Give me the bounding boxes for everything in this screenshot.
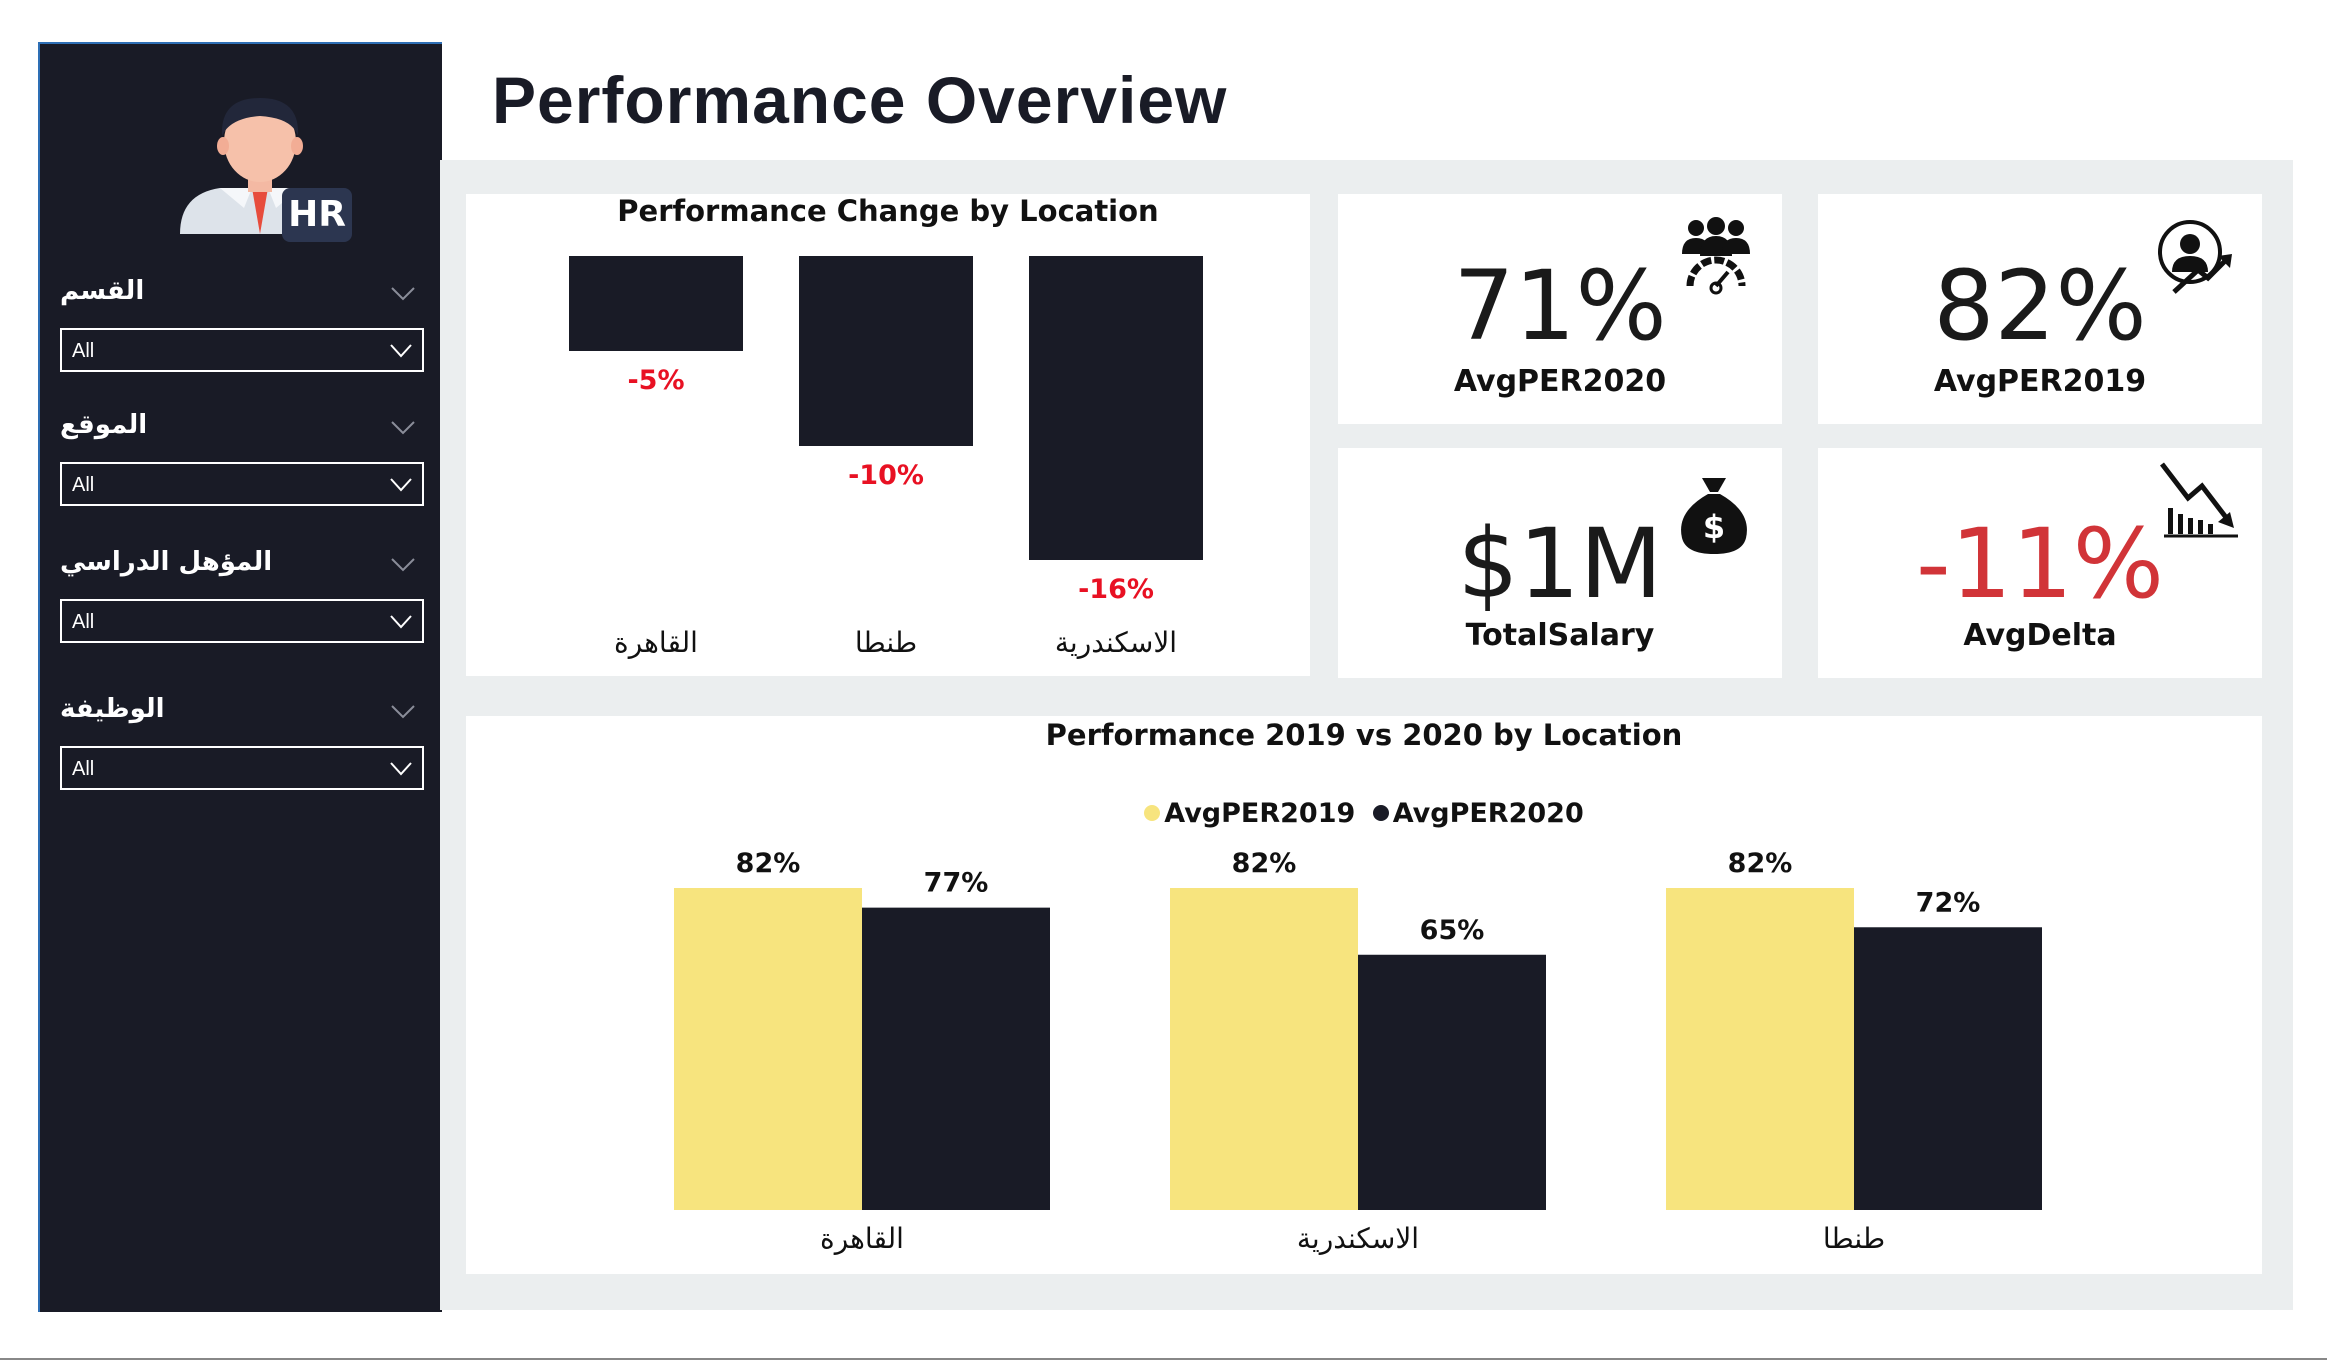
data-label: 65%	[1420, 915, 1485, 946]
person-growth-icon	[2158, 220, 2232, 294]
legend-item-2020[interactable]: AvgPER2020	[1372, 798, 1584, 829]
chevron-down-icon	[390, 478, 412, 492]
kpi-salary-value: $1M	[1457, 508, 1663, 620]
series-bar[interactable]	[674, 888, 862, 1210]
collapse-chevron-icon[interactable]	[390, 420, 416, 436]
kpi-avg2019-value: 82%	[1933, 250, 2147, 362]
category-label: القاهرة	[820, 1222, 904, 1255]
filter-department-value: All	[72, 340, 95, 362]
data-label: 82%	[736, 848, 801, 879]
filter-sidebar: HR القسم All الموقع All المؤهل الدراسي A…	[38, 42, 442, 1312]
category-label: الاسكندرية	[1297, 1222, 1419, 1255]
data-label: -16%	[1078, 574, 1154, 605]
filter-education: المؤهل الدراسي All	[60, 547, 432, 643]
yoy-by-location-chart: 82% 77% القاهرة 82% 65% الاسكندرية 82% 72% طنطا	[674, 848, 2042, 1255]
collapse-chevron-icon[interactable]	[390, 286, 416, 302]
chart-title: Performance 2019 vs 2020 by Location	[1045, 718, 1683, 752]
filter-department-dropdown[interactable]: All	[60, 328, 424, 372]
category-label: طنطا	[1823, 1222, 1885, 1255]
kpi-salary-card[interactable]: $1M TotalSalary $	[1338, 448, 1782, 678]
filter-location-value: All	[72, 474, 95, 496]
hr-avatar-icon: HR	[180, 98, 352, 242]
filter-location: الموقع All	[60, 410, 432, 506]
chart-title: Performance Change by Location	[617, 194, 1159, 228]
series-bar[interactable]	[862, 907, 1050, 1210]
kpi-salary-label: TotalSalary	[1465, 618, 1655, 653]
kpi-avg2019-card[interactable]: 82% AvgPER2019	[1818, 194, 2262, 424]
legend-label: AvgPER2019	[1164, 798, 1356, 829]
series-bar[interactable]	[1854, 927, 2042, 1210]
category-label: الاسكندرية	[1055, 626, 1177, 659]
data-label: 72%	[1916, 887, 1981, 918]
filter-department-label: القسم	[60, 276, 145, 306]
filter-job: الوظيفة All	[60, 694, 432, 790]
kpi-avg2020-label: AvgPER2020	[1453, 364, 1667, 399]
filter-location-dropdown[interactable]: All	[60, 462, 424, 506]
hr-badge-text: HR	[288, 194, 346, 235]
change-bar[interactable]	[569, 256, 743, 351]
kpi-delta-value: -11%	[1915, 508, 2164, 620]
kpi-delta-label: AvgDelta	[1963, 618, 2117, 653]
legend-item-2019[interactable]: AvgPER2019	[1144, 798, 1355, 829]
legend-label: AvgPER2020	[1392, 798, 1584, 829]
yoy-by-location-card[interactable]: Performance 2019 vs 2020 by Location Avg…	[466, 716, 2262, 1274]
legend-dot-icon	[1372, 804, 1389, 821]
team-gauge-icon	[1682, 217, 1750, 295]
filter-department: القسم All	[60, 276, 432, 372]
filter-education-label: المؤهل الدراسي	[60, 547, 273, 577]
data-label: 82%	[1728, 848, 1793, 879]
filter-job-value: All	[72, 758, 95, 780]
chart-down-icon	[2160, 462, 2238, 538]
filter-job-dropdown[interactable]: All	[60, 746, 424, 790]
kpi-avg2020-value: 71%	[1453, 250, 1667, 362]
chart-legend: AvgPER2019 AvgPER2020	[466, 798, 2262, 829]
filter-education-dropdown[interactable]: All	[60, 599, 424, 643]
change-bar[interactable]	[799, 256, 973, 446]
change-bar[interactable]	[1029, 256, 1203, 560]
kpi-avg2020-card[interactable]: 71% AvgPER2020	[1338, 194, 1782, 424]
collapse-chevron-icon[interactable]	[390, 704, 416, 720]
svg-text:$: $	[1703, 508, 1725, 546]
filter-education-value: All	[72, 611, 95, 633]
collapse-chevron-icon[interactable]	[390, 557, 416, 573]
chevron-down-icon	[390, 762, 412, 776]
change-by-location-chart: -5% القاهرة -10% طنطا -16% الاسكندرية	[569, 256, 1203, 659]
series-bar[interactable]	[1666, 888, 1854, 1210]
series-bar[interactable]	[1358, 954, 1546, 1210]
change-by-location-card[interactable]: Performance Change by Location -5% القاهر…	[466, 194, 1310, 676]
data-label: -10%	[848, 460, 924, 491]
category-label: طنطا	[855, 626, 917, 659]
filter-location-label: الموقع	[60, 410, 148, 440]
chevron-down-icon	[390, 615, 412, 629]
chevron-down-icon	[390, 344, 412, 358]
kpi-delta-card[interactable]: -11% AvgDelta	[1818, 448, 2262, 678]
category-label: القاهرة	[614, 626, 698, 659]
data-label: 82%	[1232, 848, 1297, 879]
money-bag-icon: $	[1681, 478, 1747, 554]
filter-job-label: الوظيفة	[60, 694, 165, 724]
series-bar[interactable]	[1170, 888, 1358, 1210]
legend-dot-icon	[1144, 804, 1161, 821]
kpi-avg2019-label: AvgPER2019	[1933, 364, 2147, 399]
data-label: 77%	[924, 868, 989, 899]
data-label: -5%	[627, 365, 684, 396]
page-title: Performance Overview	[492, 63, 1228, 137]
